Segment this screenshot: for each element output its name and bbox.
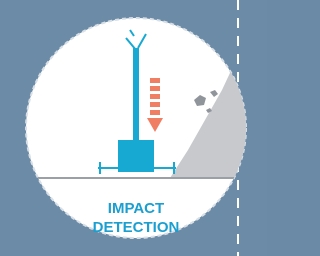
label-line1: IMPACT [108,200,164,217]
illustration: IMPACT DETECTION [0,0,267,256]
label-line2: DETECTION [93,219,180,236]
mast [133,48,139,140]
page: {"label": {"line1": "IMPACT", "line2": "… [0,0,267,256]
